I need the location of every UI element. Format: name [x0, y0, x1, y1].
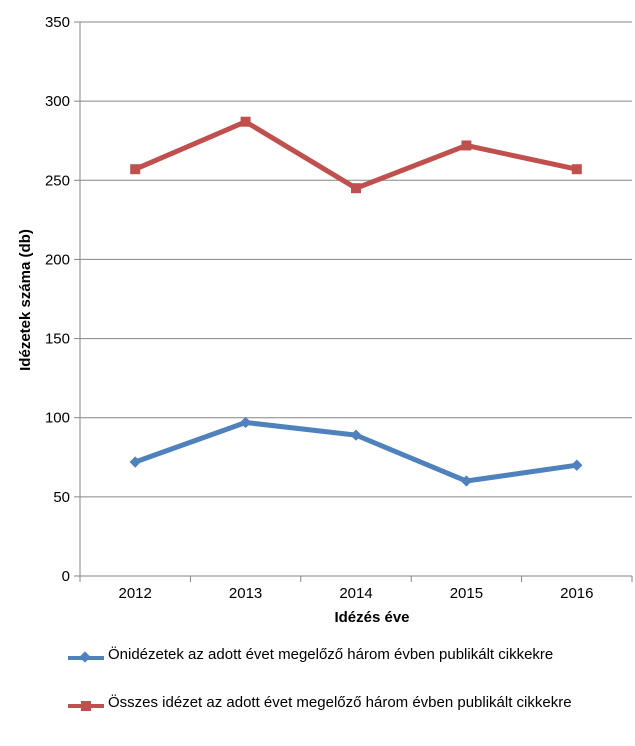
series-2: [130, 116, 582, 194]
legend-item-osszes: Összes idézet az adott évet megelőző hár…: [68, 694, 588, 736]
data-point: [571, 459, 583, 471]
y-tick-label: 250: [45, 172, 70, 189]
legend-label: Összes idézet az adott évet megelőző hár…: [108, 694, 572, 711]
data-point: [239, 416, 252, 429]
x-tick-labels: 2012 2013 2014 2015 2016: [119, 585, 594, 602]
x-tick-label: 2016: [560, 585, 593, 602]
data-point: [351, 183, 361, 194]
legend: Önidézetek az adott évet megelőző három …: [68, 646, 588, 746]
y-tick-label: 200: [45, 251, 70, 268]
y-tick-label: 300: [45, 93, 70, 110]
axes: [74, 21, 633, 582]
data-point: [571, 164, 582, 175]
y-tick-label: 150: [45, 331, 70, 348]
y-tick-label: 50: [53, 489, 70, 506]
legend-item-onidezetek: Önidézetek az adott évet megelőző három …: [68, 646, 588, 688]
y-tick-label: 350: [45, 14, 70, 31]
legend-swatch-red: [68, 700, 104, 712]
y-tick-labels: 0 50 100 150 200 250 300 350: [45, 14, 70, 585]
y-axis-title: Idézetek száma (db): [17, 229, 34, 371]
x-tick-label: 2013: [229, 585, 262, 602]
x-axis-title: Idézés éve: [334, 609, 409, 626]
y-tick-label: 100: [45, 410, 70, 427]
gridlines: [80, 21, 632, 498]
x-tick-label: 2015: [450, 585, 483, 602]
x-tick-label: 2012: [119, 585, 152, 602]
data-point: [350, 429, 362, 441]
series-group: [129, 116, 583, 487]
data-point: [240, 116, 251, 127]
series-1: [129, 416, 583, 487]
x-tick-label: 2014: [339, 585, 372, 602]
data-point: [129, 456, 141, 468]
legend-label: Önidézetek az adott évet megelőző három …: [108, 646, 554, 663]
data-point: [130, 164, 141, 175]
y-tick-label: 0: [62, 568, 70, 585]
legend-swatch-blue: [68, 651, 104, 664]
data-point: [461, 140, 472, 151]
data-point: [460, 475, 473, 487]
series-line: [134, 119, 578, 191]
